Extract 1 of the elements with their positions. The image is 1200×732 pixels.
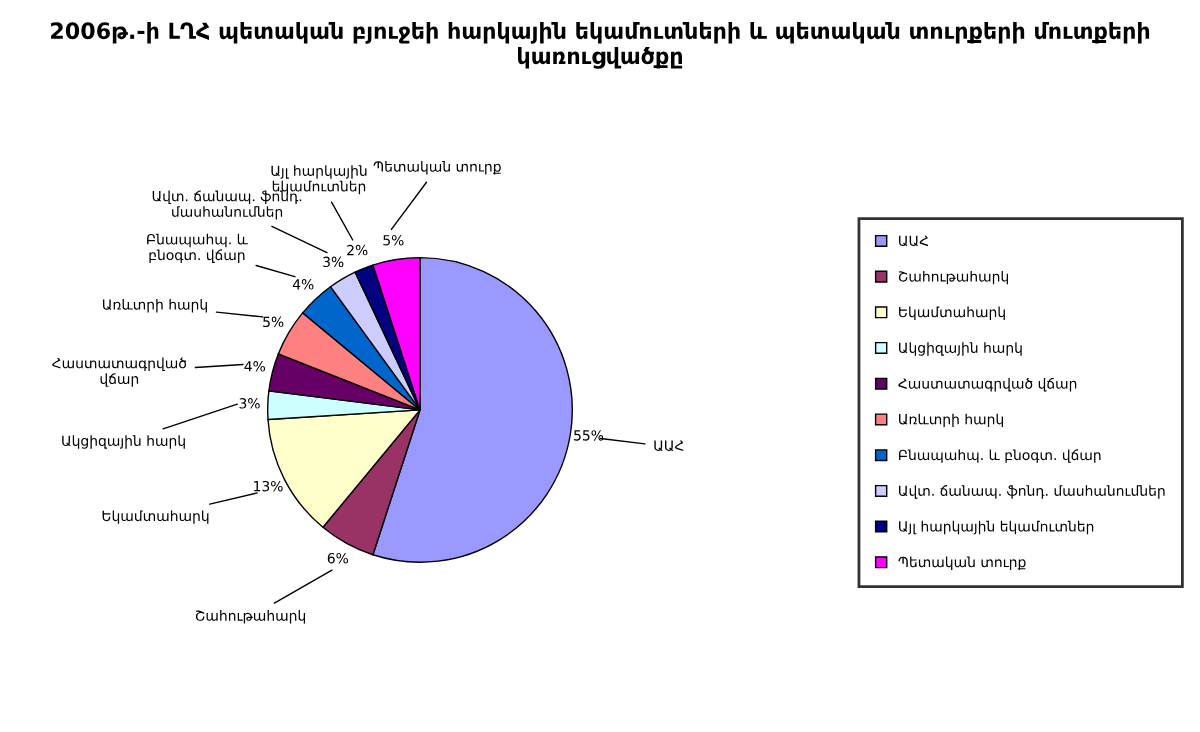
chart-title: 2006թ.-ի ԼՂՀ պետական բյուջեի հարկային եկամուտների և պետական տուրքերի մուտքերի կառուցվածքը: [51, 21, 1150, 69]
